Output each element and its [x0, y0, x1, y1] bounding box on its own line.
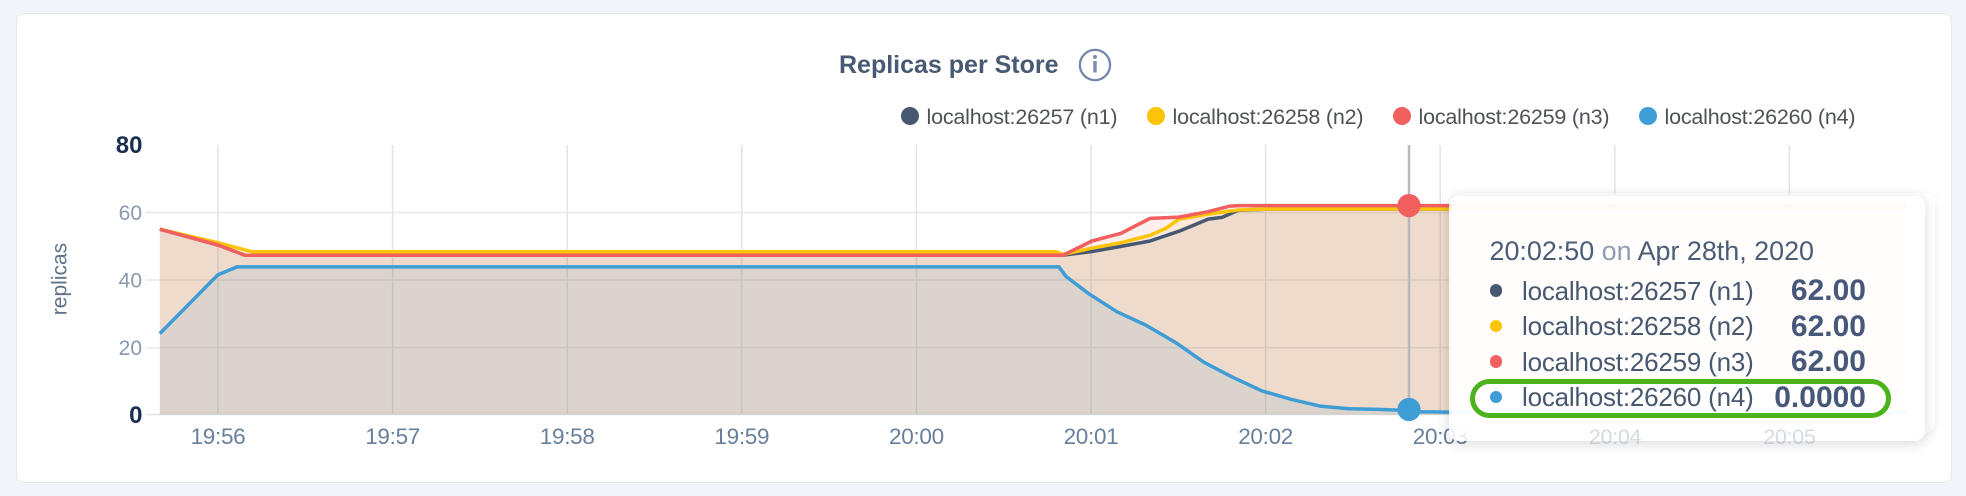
svg-text:19:57: 19:57 [365, 424, 420, 449]
svg-text:0: 0 [129, 402, 142, 429]
svg-text:19:56: 19:56 [191, 424, 246, 449]
svg-text:20:00: 20:00 [889, 424, 944, 449]
svg-text:19:58: 19:58 [540, 424, 595, 449]
svg-text:20:02: 20:02 [1238, 424, 1293, 449]
svg-text:19:59: 19:59 [714, 424, 769, 449]
svg-text:20:05: 20:05 [1763, 425, 1816, 449]
svg-text:replicas: replicas [49, 243, 72, 315]
svg-text:20: 20 [119, 337, 142, 360]
svg-text:80: 80 [116, 132, 143, 159]
svg-text:20:04: 20:04 [1589, 425, 1642, 449]
svg-text:60: 60 [119, 202, 142, 225]
svg-text:20:01: 20:01 [1064, 424, 1119, 449]
svg-text:40: 40 [119, 270, 142, 293]
